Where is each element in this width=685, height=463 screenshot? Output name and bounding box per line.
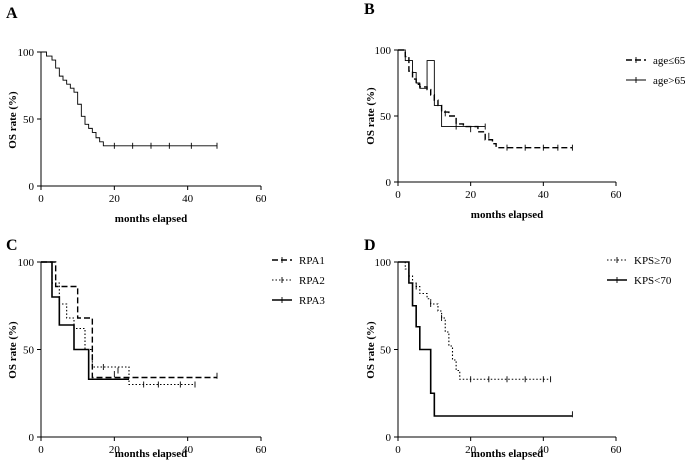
panel-c-series-rpa1 <box>41 261 218 379</box>
panel-b-y-axis-title: OS rate (%) <box>365 87 377 145</box>
panel-c-series-rpa3 <box>41 261 129 381</box>
panel-d-series-kps-70 <box>398 261 552 383</box>
panel-a-x-tick-label: 40 <box>182 193 194 205</box>
panel-d-survival-line-kps-70 <box>398 261 573 417</box>
panel-a-x-tick-label: 0 <box>38 193 44 205</box>
panel-c-survival-line-rpa2 <box>41 261 195 386</box>
panel-b-x-tick-label: 40 <box>538 189 550 201</box>
panel-b-survival-line-age-65 <box>398 49 486 128</box>
panel-a: A 0 20 40 60 0 50 100 months elapsed OS rate (%) <box>6 5 267 225</box>
panel-c-survival-line-rpa1 <box>41 261 217 379</box>
panel-a-survival-line-series-0 <box>41 51 217 147</box>
panel-c-legend-entry-rpa1: RPA1 <box>272 255 325 267</box>
panel-d-x-axis-title: months elapsed <box>471 448 543 460</box>
panel-a-y-tick-label: 50 <box>23 114 35 126</box>
panel-c-x-tick-label: 20 <box>109 444 121 456</box>
panel-a-y-tick-label: 100 <box>18 47 35 59</box>
panel-d-series-kps-70 <box>398 261 573 418</box>
panel-a-y-tick-label: 0 <box>29 181 35 193</box>
panel-b-y-tick-label: 0 <box>386 177 392 189</box>
panel-c-series-rpa2 <box>41 261 196 388</box>
panel-c-legend-label: RPA2 <box>299 275 325 287</box>
panel-c-letter: C <box>6 237 18 254</box>
panel-c-y-tick-label: 0 <box>29 432 35 444</box>
panel-d-legend-entry-kps-70: KPS≥70 <box>607 255 672 267</box>
panel-b-legend-entry-age-65: age≤65 <box>626 55 685 67</box>
panel-d-y-tick-label: 50 <box>380 345 392 357</box>
panel-c: C 0 20 40 60 0 50 100 months elapsed OS rate (%) R… <box>6 237 325 460</box>
panel-b-x-tick-label: 0 <box>395 189 401 201</box>
panel-c-legend-label: RPA3 <box>299 295 325 307</box>
panel-c-x-tick-label: 60 <box>256 444 268 456</box>
panel-b-series-age-65 <box>398 49 486 130</box>
panel-c-x-tick-label: 0 <box>38 444 44 456</box>
panel-b-y-tick-label: 100 <box>375 45 392 57</box>
panel-b-legend-entry-age-65: age>65 <box>626 75 685 87</box>
panel-c-y-tick-label: 100 <box>18 257 35 269</box>
panel-d-y-tick-label: 100 <box>375 257 392 269</box>
panel-b-legend-label: age≤65 <box>653 55 685 67</box>
panel-b: B 0 20 40 60 0 50 100 months elapsed OS rate (%) a… <box>364 1 685 221</box>
panel-a-x-tick-label: 60 <box>256 193 268 205</box>
panel-b-letter: B <box>364 1 375 18</box>
panel-a-series-series-0 <box>41 51 218 149</box>
panel-d: D 0 20 40 60 0 50 100 months elapsed OS rate (%) K… <box>364 237 672 460</box>
panel-c-y-tick-label: 50 <box>23 345 35 357</box>
panel-b-x-axis-title: months elapsed <box>471 209 543 221</box>
panel-c-legend-entry-rpa2: RPA2 <box>272 275 325 287</box>
panel-b-y-tick-label: 50 <box>380 111 392 123</box>
panel-d-legend-entry-kps-70: KPS<70 <box>607 275 672 287</box>
panel-b-survival-line-age-65 <box>398 49 573 149</box>
panel-b-legend-label: age>65 <box>653 75 685 87</box>
panel-d-survival-line-kps-70 <box>398 261 551 380</box>
panel-a-y-axis-title: OS rate (%) <box>7 91 19 149</box>
panel-d-x-tick-label: 20 <box>465 444 477 456</box>
panel-d-x-tick-label: 40 <box>538 444 550 456</box>
panel-c-x-tick-label: 40 <box>182 444 194 456</box>
panel-a-x-tick-label: 20 <box>109 193 121 205</box>
panel-c-y-axis-title: OS rate (%) <box>7 321 19 379</box>
panel-a-letter: A <box>6 5 18 22</box>
panel-c-legend-entry-rpa3: RPA3 <box>272 295 325 307</box>
panel-b-x-tick-label: 60 <box>611 189 623 201</box>
panel-d-letter: D <box>364 237 376 254</box>
panel-c-survival-line-rpa3 <box>41 261 129 381</box>
panel-c-legend-label: RPA1 <box>299 255 325 267</box>
panel-d-legend-label: KPS<70 <box>634 275 672 287</box>
panel-d-y-tick-label: 0 <box>386 432 392 444</box>
panel-d-x-tick-label: 60 <box>611 444 623 456</box>
panel-d-legend-label: KPS≥70 <box>634 255 672 267</box>
panel-b-x-tick-label: 20 <box>465 189 477 201</box>
panel-c-x-axis-title: months elapsed <box>115 448 187 460</box>
panel-d-y-axis-title: OS rate (%) <box>365 321 377 379</box>
panel-b-series-age-65 <box>398 49 573 151</box>
panel-a-x-axis-title: months elapsed <box>115 213 187 225</box>
panel-d-x-tick-label: 0 <box>395 444 401 456</box>
